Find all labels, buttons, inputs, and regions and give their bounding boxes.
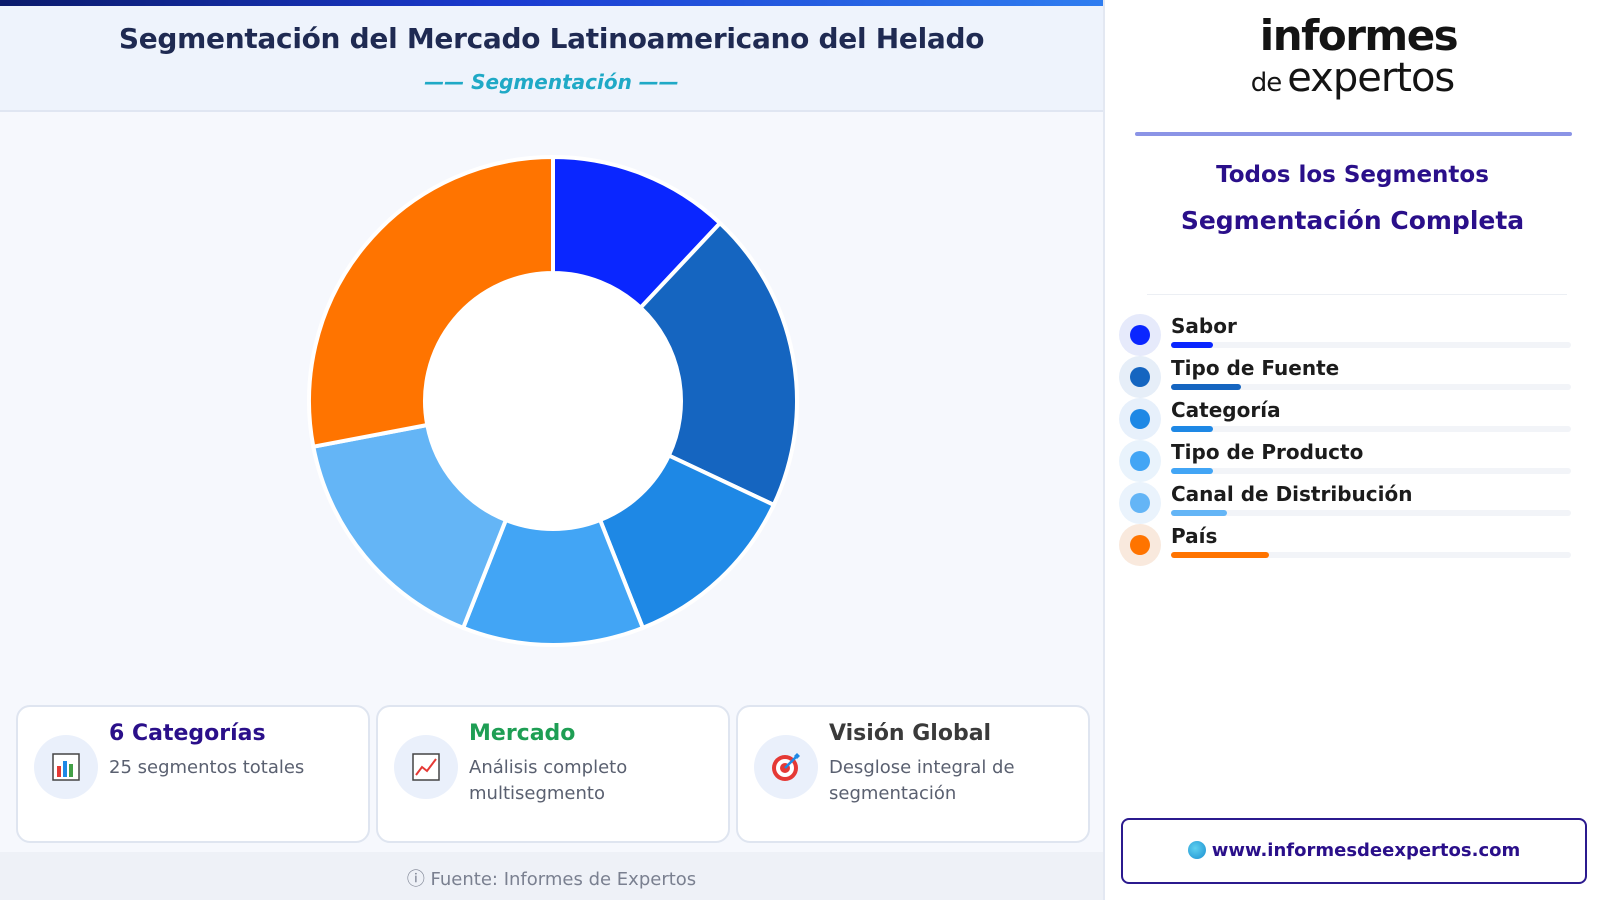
legend-item[interactable]: Tipo de Fuente bbox=[1119, 356, 1579, 398]
website-url[interactable]: www.informesdeexpertos.com bbox=[1211, 840, 1521, 861]
sidebar-subtitle: Segmentación Completa bbox=[1180, 206, 1525, 235]
legend-bar-track bbox=[1171, 468, 1571, 474]
legend-dot-bg bbox=[1119, 440, 1161, 482]
legend-item[interactable]: País bbox=[1119, 524, 1579, 566]
logo-line2-big: expertos bbox=[1287, 55, 1455, 101]
legend-item[interactable]: Canal de Distribución bbox=[1119, 482, 1579, 524]
donut-chart bbox=[307, 154, 799, 647]
top-accent-bar bbox=[0, 0, 1103, 6]
legend-bar-track bbox=[1171, 384, 1571, 390]
card-title: Mercado bbox=[469, 721, 576, 746]
legend-dot bbox=[1130, 451, 1150, 471]
card-text: Análisis completo multisegmento bbox=[469, 757, 628, 804]
target-icon bbox=[754, 735, 818, 799]
card-global-vision: Visión Global Desglose integral de segme… bbox=[736, 705, 1090, 843]
bar-chart-icon bbox=[34, 735, 98, 799]
legend-bar-track bbox=[1171, 426, 1571, 432]
legend-dot bbox=[1130, 493, 1150, 513]
legend-dot-bg bbox=[1119, 482, 1161, 524]
legend-label: Categoría bbox=[1171, 398, 1281, 422]
legend-dot bbox=[1130, 409, 1150, 429]
sidebar: informes de expertos Todos los Segmentos … bbox=[1103, 0, 1600, 900]
legend-item[interactable]: Tipo de Producto bbox=[1119, 440, 1579, 482]
legend-bar-fill bbox=[1171, 552, 1269, 558]
legend-dot bbox=[1130, 535, 1150, 555]
header: Segmentación del Mercado Latinoamericano… bbox=[0, 6, 1103, 112]
website-link[interactable]: www.informesdeexpertos.com bbox=[1121, 818, 1587, 884]
legend-bar-fill bbox=[1171, 342, 1213, 348]
legend-bar-track bbox=[1171, 342, 1571, 348]
legend-dot-bg bbox=[1119, 398, 1161, 440]
legend-label: Canal de Distribución bbox=[1171, 482, 1413, 506]
legend-bar-fill bbox=[1171, 426, 1213, 432]
legend-dot bbox=[1130, 367, 1150, 387]
legend-label: Sabor bbox=[1171, 314, 1237, 338]
main-panel: Segmentación del Mercado Latinoamericano… bbox=[0, 0, 1103, 900]
sidebar-title: Todos los Segmentos bbox=[1216, 162, 1489, 188]
line-chart-icon bbox=[394, 735, 458, 799]
legend-bar-track bbox=[1171, 510, 1571, 516]
logo-line1: informes bbox=[1259, 11, 1459, 60]
website-text[interactable]: www.informesdeexpertos.com bbox=[1123, 840, 1585, 861]
brand-logo: informes de expertos bbox=[1105, 14, 1600, 103]
card-text: Desglose integral de segmentación bbox=[829, 757, 1015, 804]
legend-dot-bg bbox=[1119, 314, 1161, 356]
legend-item[interactable]: Sabor bbox=[1119, 314, 1579, 356]
footer: ⓘ Fuente: Informes de Expertos bbox=[0, 852, 1103, 900]
legend-dot-bg bbox=[1119, 524, 1161, 566]
card-text: 25 segmentos totales bbox=[109, 757, 305, 778]
card-title: 6 Categorías bbox=[109, 721, 266, 746]
page-title: Segmentación del Mercado Latinoamericano… bbox=[118, 22, 985, 55]
globe-icon bbox=[1187, 841, 1206, 859]
legend-label: Tipo de Fuente bbox=[1171, 356, 1340, 380]
legend-label: Tipo de Producto bbox=[1171, 440, 1364, 464]
legend-bar-fill bbox=[1171, 384, 1241, 390]
logo-line2: de expertos bbox=[1105, 58, 1600, 103]
legend-item[interactable]: Categoría bbox=[1119, 398, 1579, 440]
legend-bar-fill bbox=[1171, 510, 1227, 516]
card-market: Mercado Análisis completo multisegmento bbox=[376, 705, 730, 843]
donut-hole bbox=[425, 273, 681, 529]
sidebar-thin-divider bbox=[1147, 294, 1567, 295]
source-note: ⓘ Fuente: Informes de Expertos bbox=[406, 869, 697, 890]
card-title: Visión Global bbox=[829, 721, 992, 746]
legend-bar-fill bbox=[1171, 468, 1213, 474]
donut-slice-tipo-de-fuente bbox=[637, 220, 799, 508]
card-categories: 6 Categorías 25 segmentos totales bbox=[16, 705, 370, 843]
page-subtitle: —— Segmentación —— bbox=[424, 70, 679, 94]
legend-dot bbox=[1130, 325, 1150, 345]
legend-label: País bbox=[1171, 524, 1218, 548]
sidebar-divider bbox=[1135, 132, 1572, 136]
legend-dot-bg bbox=[1119, 356, 1161, 398]
legend-bar-track bbox=[1171, 552, 1571, 558]
logo-line2-small: de bbox=[1250, 68, 1282, 98]
